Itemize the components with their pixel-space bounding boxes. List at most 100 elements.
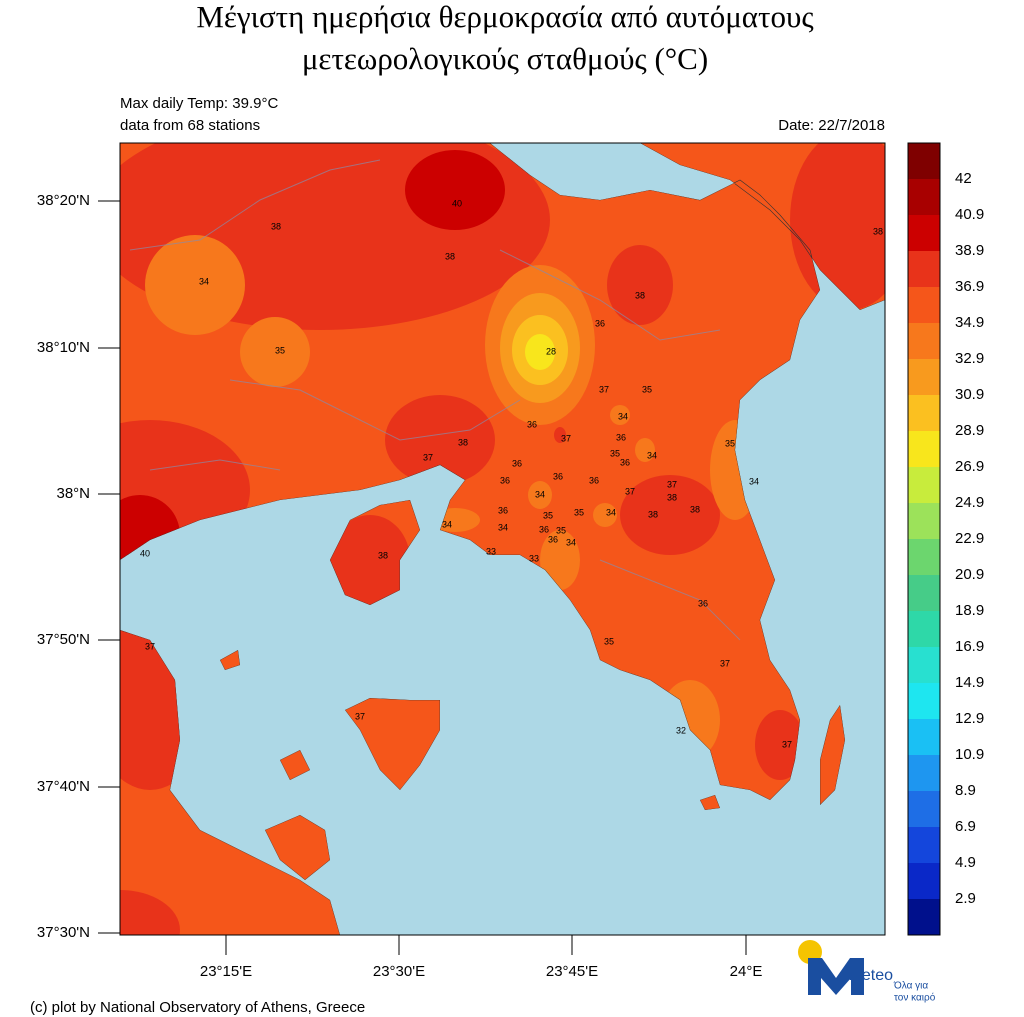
station-value: 40: [452, 198, 462, 208]
station-value: 37: [561, 433, 571, 443]
station-value: 36: [539, 524, 549, 534]
station-value: 37: [355, 711, 365, 721]
station-value: 37: [599, 384, 609, 394]
station-value: 34: [498, 522, 508, 532]
lat-label: 38°20'N: [37, 192, 90, 209]
colorbar-label: 4.9: [955, 854, 976, 871]
station-value: 38: [445, 251, 455, 261]
date: Date: 22/7/2018: [778, 117, 885, 134]
temp-band: [554, 427, 566, 443]
station-value: 36: [553, 471, 563, 481]
colorbar-band: [908, 755, 940, 791]
temp-band: [790, 143, 885, 310]
station-value: 34: [442, 519, 452, 529]
station-value: 38: [378, 550, 388, 560]
colorbar-label: 6.9: [955, 818, 976, 835]
colorbar-band: [908, 179, 940, 215]
station-value: 36: [512, 458, 522, 468]
station-value: 37: [720, 658, 730, 668]
temp-band: [593, 503, 617, 527]
temp-band: [145, 235, 245, 335]
station-value: 36: [589, 475, 599, 485]
map-frame: [119, 142, 886, 936]
station-value: 37: [667, 479, 677, 489]
logo-tagline: Όλα για: [893, 981, 928, 992]
colorbar-band: [908, 611, 940, 647]
station-value: 35: [556, 525, 566, 535]
station-value: 36: [500, 475, 510, 485]
temp-band: [525, 334, 555, 370]
colorbar-band: [908, 395, 940, 431]
station-value: 36: [620, 457, 630, 467]
land: [120, 143, 885, 935]
logo-tagline: τον καιρό: [894, 992, 936, 1004]
temp-band: [620, 475, 720, 555]
colorbar-band: [908, 539, 940, 575]
station-value: 35: [543, 510, 553, 520]
station-value: 34: [618, 411, 628, 421]
colorbar-band: [908, 431, 940, 467]
temp-band: [120, 890, 180, 935]
colorbar-band: [908, 647, 940, 683]
station-value: 34: [199, 276, 209, 286]
temp-band: [635, 438, 655, 462]
station-value: 35: [604, 636, 614, 646]
colorbar-label: 12.9: [955, 710, 984, 727]
station-value: 37: [423, 452, 433, 462]
lat-label: 37°50'N: [37, 631, 90, 648]
colorbar-label: 40.9: [955, 206, 984, 223]
colorbar-band: [908, 287, 940, 323]
colorbar-frame: [907, 142, 941, 936]
colorbar-label: 14.9: [955, 674, 984, 691]
station-value: 38: [690, 504, 700, 514]
logo-mark: [808, 958, 864, 995]
station-value: 37: [782, 739, 792, 749]
colorbar-band: [908, 899, 940, 935]
station-value: 38: [635, 290, 645, 300]
colorbar-label: 32.9: [955, 350, 984, 367]
colorbar-band: [908, 215, 940, 251]
station-value: 33: [529, 553, 539, 563]
colorbar-label: 30.9: [955, 386, 984, 403]
colorbar-label: 10.9: [955, 746, 984, 763]
colorbar-label: 2.9: [955, 890, 976, 907]
station-value: 35: [574, 507, 584, 517]
temp-band: [240, 317, 310, 387]
borders: [129, 159, 741, 641]
lon-label: 23°15'E: [200, 963, 252, 980]
colorbar-label: 42: [955, 170, 972, 187]
station-value: 36: [527, 419, 537, 429]
temp-band: [405, 150, 505, 230]
colorbar-label: 36.9: [955, 278, 984, 295]
colorbar-band: [908, 719, 940, 755]
colorbar-label: 18.9: [955, 602, 984, 619]
station-value: 36: [548, 534, 558, 544]
colorbar-label: 20.9: [955, 566, 984, 583]
temp-band: [385, 395, 495, 485]
colorbar-label: 26.9: [955, 458, 984, 475]
station-value: 35: [610, 448, 620, 458]
footer: (c) plot by National Observatory of Athe…: [30, 999, 365, 1016]
colorbar-band: [908, 143, 940, 179]
station-value: 33: [486, 546, 496, 556]
temp-band: [330, 515, 410, 605]
temp-band: [607, 245, 673, 325]
colorbar-band: [908, 683, 940, 719]
lon-label: 24°E: [730, 963, 763, 980]
station-value: 34: [647, 450, 657, 460]
station-value: 36: [595, 318, 605, 328]
station-value: 35: [642, 384, 652, 394]
temp-band: [528, 481, 552, 509]
station-value: 36: [498, 505, 508, 515]
station-value: 38: [648, 509, 658, 519]
temp-band: [755, 710, 805, 780]
station-value: 28: [546, 346, 556, 356]
colorbar-label: 16.9: [955, 638, 984, 655]
station-value: 40: [140, 548, 150, 558]
colorbar-band: [908, 575, 940, 611]
colorbar-band: [908, 323, 940, 359]
colorbar-label: 24.9: [955, 494, 984, 511]
colorbar-band: [908, 251, 940, 287]
station-value: 38: [458, 437, 468, 447]
station-value: 36: [698, 598, 708, 608]
